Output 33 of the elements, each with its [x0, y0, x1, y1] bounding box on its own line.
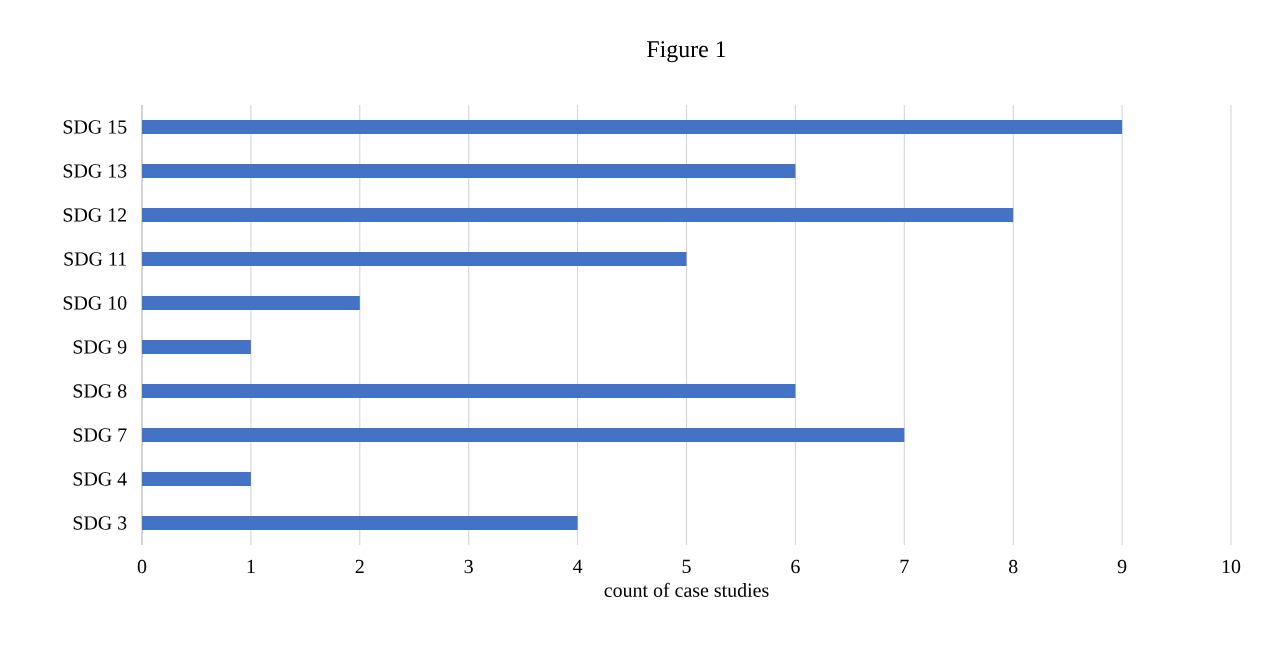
chart-title: Figure 1 [647, 41, 726, 63]
bar [142, 428, 905, 442]
y-tick-label: SDG 7 [73, 428, 127, 442]
y-tick-label: SDG 15 [63, 120, 127, 134]
x-tick-label: 7 [900, 559, 909, 573]
bar [142, 516, 578, 530]
bar [142, 296, 360, 310]
x-tick-label: 2 [355, 559, 364, 574]
x-axis-title: count of case studies [604, 582, 769, 597]
x-tick-label: 5 [682, 559, 691, 574]
y-tick-label: SDG 3 [73, 516, 127, 530]
bar [142, 340, 251, 354]
x-tick-label: 4 [573, 559, 583, 573]
bar [142, 384, 796, 398]
x-tick-label: 10 [1222, 559, 1241, 574]
bar [142, 120, 1123, 134]
y-tick-label: SDG 10 [63, 296, 127, 310]
x-tick-label: 0 [137, 559, 147, 574]
bar [142, 472, 251, 486]
x-tick-label: 9 [1117, 559, 1127, 574]
x-tick-label: 3 [464, 559, 473, 574]
y-tick-label: SDG 8 [73, 384, 127, 398]
bar [142, 208, 1014, 222]
x-tick-label: 8 [1008, 559, 1018, 574]
y-tick-label: SDG 13 [63, 164, 127, 178]
y-tick-label: SDG 4 [73, 472, 127, 486]
x-tick-label: 6 [791, 559, 800, 574]
y-tick-label: SDG 12 [63, 208, 127, 222]
bar [142, 252, 687, 266]
y-tick-label: SDG 9 [73, 340, 127, 354]
y-tick-label: SDG 11 [64, 252, 126, 266]
bar [142, 164, 796, 178]
x-tick-label: 1 [247, 559, 255, 573]
